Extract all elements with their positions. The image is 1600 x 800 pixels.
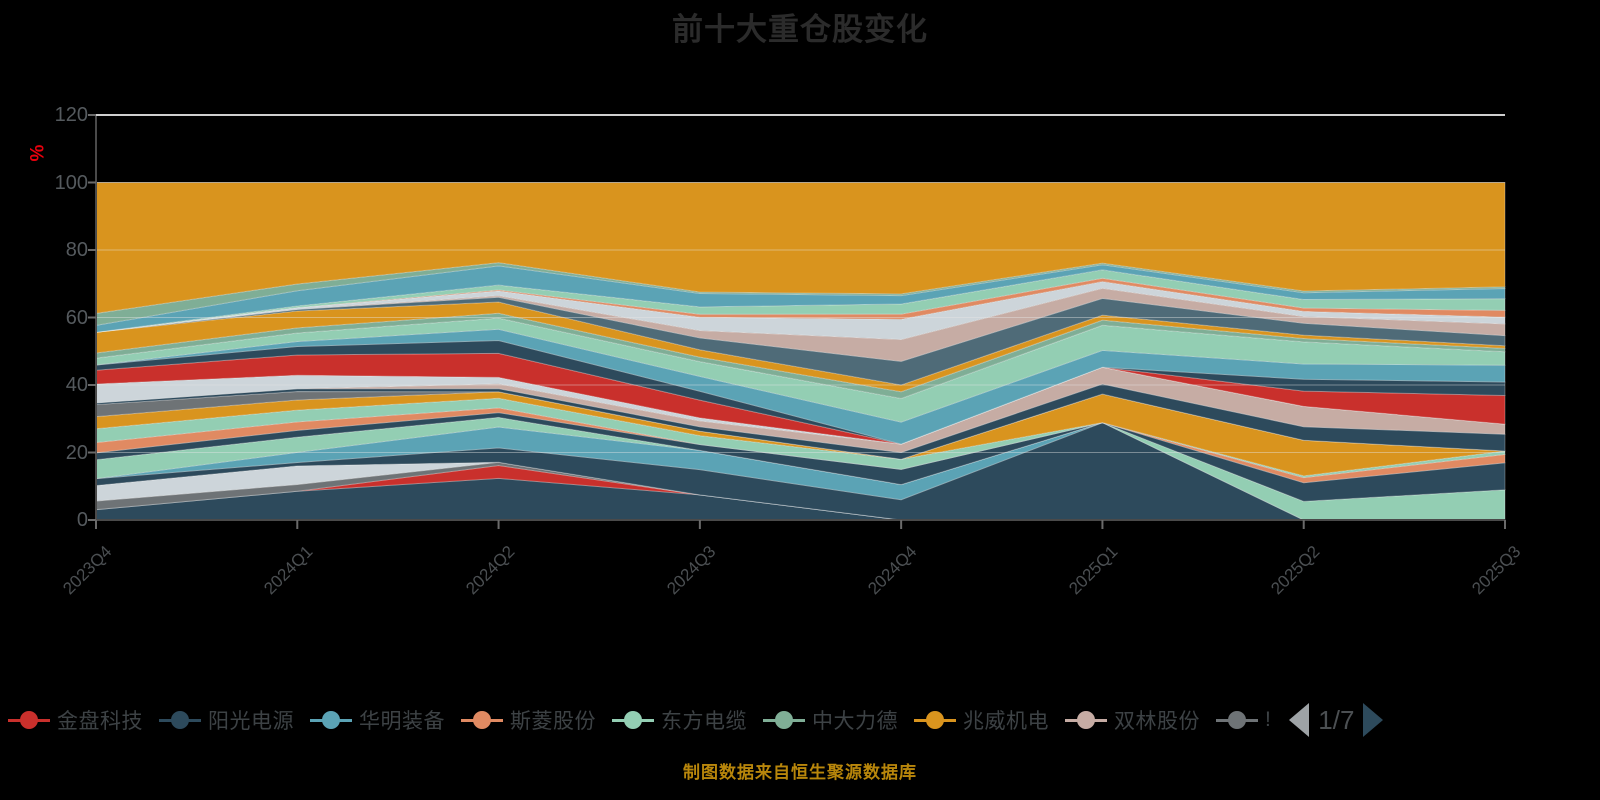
legend-marker-icon xyxy=(763,709,805,731)
x-axis-tick-labels: 2023Q4 2024Q1 2024Q2 2024Q3 2024Q4 2025Q1 2025… xyxy=(0,530,1600,610)
y-axis-tick: 40 xyxy=(65,374,88,396)
legend-item-label: 阳光电源 xyxy=(208,710,294,733)
legend-item-label: 双林股份 xyxy=(1114,710,1200,733)
legend-item-label: 斯菱股份 xyxy=(510,710,596,733)
y-axis-tick: 0 xyxy=(76,509,88,531)
legend-items: 金盘科技 阳光电源 华明装备 斯菱股份 东方电缆 中大力德 兆威机电 双林股份! xyxy=(8,705,1287,735)
legend-item-label: 金盘科技 xyxy=(57,710,143,733)
legend-item-label: ! xyxy=(1265,708,1272,731)
x-axis-tick: 2024Q4 xyxy=(864,542,921,599)
area-band[interactable] xyxy=(95,465,1505,521)
legend-marker-icon xyxy=(159,709,201,731)
x-axis-tick: 2024Q2 xyxy=(461,542,518,599)
stacked-area-plot xyxy=(0,100,1600,530)
legend-page-indicator: 1/7 xyxy=(1318,704,1355,735)
legend-marker-icon xyxy=(1065,709,1107,731)
chevron-left-icon[interactable] xyxy=(1289,703,1310,737)
legend-marker-icon xyxy=(612,709,654,731)
y-axis-tick-labels: 0 20 40 60 80 100 120 xyxy=(0,100,88,530)
y-axis-tick: 120 xyxy=(54,104,88,126)
legend-item-label: 兆威机电 xyxy=(963,710,1049,733)
x-axis-tick: 2024Q3 xyxy=(663,542,720,599)
legend-item-3[interactable]: 华明装备 xyxy=(310,705,455,735)
area-band[interactable] xyxy=(95,397,1506,479)
area-band[interactable] xyxy=(95,264,1506,333)
x-axis-tick: 2024Q1 xyxy=(260,542,317,599)
area-band[interactable] xyxy=(95,301,1506,393)
area-band[interactable] xyxy=(95,340,1506,445)
legend-item-9[interactable]: ! xyxy=(1216,708,1281,732)
legend-item-label: 中大力德 xyxy=(812,710,898,733)
page-title: 前十大重仓股变化 xyxy=(672,12,928,47)
area-band[interactable] xyxy=(95,182,1506,314)
legend-item-6[interactable]: 中大力德 xyxy=(763,705,908,735)
y-axis-tick: 60 xyxy=(65,306,88,329)
plot-svg xyxy=(88,114,1506,529)
y-axis-tick: 20 xyxy=(65,441,88,464)
legend-marker-icon xyxy=(461,709,503,731)
x-axis-tick: 2023Q4 xyxy=(59,542,116,599)
area-band[interactable] xyxy=(95,407,1506,484)
area-band[interactable] xyxy=(95,317,1506,423)
legend-marker-icon xyxy=(8,709,50,731)
x-axis-tick: 2025Q2 xyxy=(1266,542,1324,599)
footer-note: 制图数据来自恒生聚源数据库 xyxy=(683,763,917,782)
legend-item-label: 东方电缆 xyxy=(661,710,747,733)
legend-marker-icon xyxy=(914,709,956,731)
legend-item-7[interactable]: 兆威机电 xyxy=(914,705,1059,735)
area-band[interactable] xyxy=(95,352,1506,445)
legend-item-5[interactable]: 东方电缆 xyxy=(612,705,757,735)
legend-marker-icon xyxy=(1216,709,1258,731)
y-axis-tick: 80 xyxy=(65,239,88,261)
chevron-right-icon[interactable] xyxy=(1363,703,1384,737)
legend-pager[interactable]: 1/7 xyxy=(1289,703,1384,737)
x-axis-tick: 2025Q1 xyxy=(1065,542,1122,599)
x-axis-tick: 2025Q3 xyxy=(1468,542,1525,599)
legend-item-label: 华明装备 xyxy=(359,710,445,733)
y-axis-tick: 100 xyxy=(54,171,88,194)
legend-item-4[interactable]: 斯菱股份 xyxy=(461,705,606,735)
area-band[interactable] xyxy=(95,391,1506,477)
area-band[interactable] xyxy=(95,296,1506,386)
area-band[interactable] xyxy=(95,412,1506,502)
legend-item-2[interactable]: 阳光电源 xyxy=(159,705,304,735)
legend: 金盘科技 阳光电源 华明装备 斯菱股份 东方电缆 中大力德 兆威机电 双林股份! 1/7 xyxy=(0,696,1600,744)
legend-item-8[interactable]: 双林股份 xyxy=(1065,705,1210,735)
legend-marker-icon xyxy=(310,709,352,731)
legend-item-1[interactable]: 金盘科技 xyxy=(8,705,153,735)
